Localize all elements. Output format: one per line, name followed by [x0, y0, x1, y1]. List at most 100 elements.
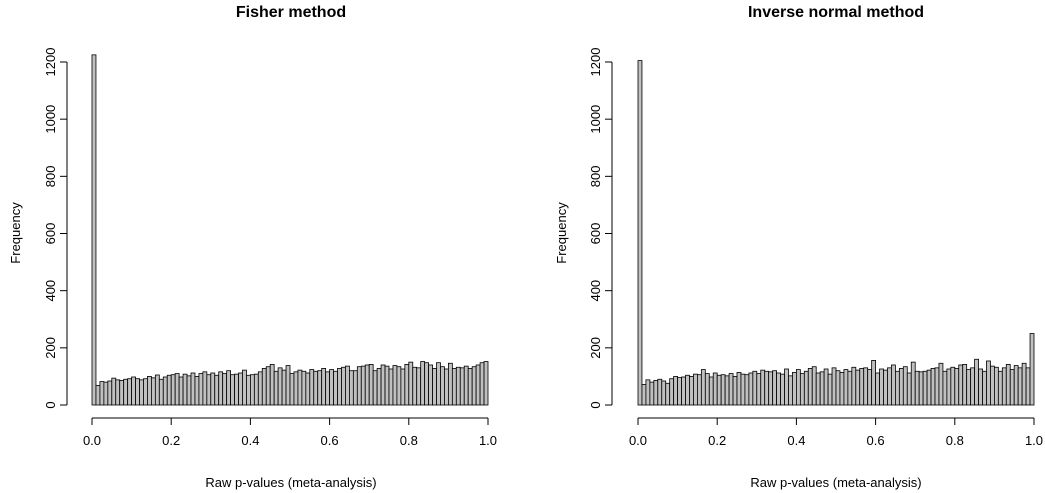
y-tick-label: 0	[43, 401, 58, 408]
histogram-bar	[463, 365, 469, 406]
histogram-bar	[649, 381, 655, 406]
histogram-bar	[317, 370, 323, 406]
plot-title: Fisher method	[236, 4, 346, 21]
histogram-bar	[364, 364, 370, 406]
histogram-bar	[404, 364, 410, 406]
histogram-bar	[732, 376, 738, 406]
y-tick-label: 200	[588, 337, 603, 359]
histogram-bar	[289, 373, 295, 406]
y-tick-label: 600	[43, 223, 58, 245]
histogram-bar	[281, 369, 287, 406]
histogram-bar	[226, 370, 231, 406]
histogram-bar	[329, 369, 334, 406]
y-tick-label: 1200	[588, 48, 603, 77]
fisher-panel: Fisher method Raw p-values (meta-analysi…	[8, 4, 497, 490]
histogram-bar	[938, 362, 944, 406]
histogram-bar	[700, 369, 706, 406]
x-tick-label: 0.8	[946, 433, 964, 448]
histogram-bar	[249, 374, 255, 406]
histogram-bar	[297, 369, 303, 406]
histogram-bar	[962, 364, 968, 406]
histogram-bar	[186, 375, 192, 406]
histogram-bar	[859, 368, 865, 406]
histogram-bar	[764, 370, 770, 406]
histogram-bar	[681, 376, 686, 406]
histogram-bar	[891, 364, 896, 406]
histogram-bar	[392, 365, 398, 406]
histogram-bar	[922, 370, 928, 406]
histogram-bar	[879, 368, 884, 406]
x-tick-label: 0.4	[241, 433, 259, 448]
histogram-bar	[305, 372, 311, 406]
histogram-bar	[1005, 364, 1011, 406]
histogram-bar	[970, 367, 976, 406]
histogram-bar	[352, 370, 358, 406]
x-tick-label: 1.0	[1025, 433, 1043, 448]
histogram-bars	[637, 60, 1035, 406]
histogram-bar	[902, 366, 908, 406]
histogram-bar	[637, 60, 643, 406]
histogram-bar	[388, 368, 394, 406]
histogram-bar	[119, 380, 125, 406]
histogram-bar	[827, 373, 833, 406]
histogram-bar	[673, 376, 679, 406]
histogram-bar	[986, 360, 991, 406]
histogram-bar	[918, 371, 924, 406]
y-axis-label: Frequency	[8, 202, 23, 264]
histogram-bar	[760, 369, 766, 406]
x-tick-label: 0.0	[629, 433, 647, 448]
histogram-bar	[341, 366, 346, 406]
histogram-bar	[428, 364, 433, 406]
y-tick-label: 800	[588, 165, 603, 187]
x-tick-label: 0.6	[867, 433, 885, 448]
histogram-bar	[313, 370, 319, 406]
histogram-bar	[752, 370, 758, 406]
histogram-bar	[368, 364, 374, 406]
histogram-bar	[107, 380, 113, 406]
histogram-bar	[930, 368, 936, 406]
histogram-bar	[792, 372, 797, 406]
x-tick-label: 1.0	[479, 433, 497, 448]
histogram-bar	[1021, 362, 1027, 406]
x-axis-label: Raw p-values (meta-analysis)	[750, 475, 921, 490]
histogram-bar	[914, 370, 920, 406]
histogram-bar	[645, 379, 651, 406]
histogram-bar	[455, 366, 461, 406]
histogram-bar	[756, 373, 762, 406]
histogram-bar	[154, 374, 160, 406]
histogram-bars	[91, 54, 489, 406]
inverse-normal-panel: Inverse normal method Raw p-values (meta…	[554, 4, 1043, 490]
x-tick-label: 0.2	[162, 433, 180, 448]
histogram-bar	[823, 368, 829, 406]
histogram-bar	[384, 365, 390, 406]
histogram-bar	[202, 371, 208, 406]
histogram-bar	[815, 372, 821, 406]
histogram-bar	[1001, 367, 1007, 406]
histogram-bar	[190, 372, 196, 406]
histogram-bar	[261, 368, 267, 406]
histogram-bar	[665, 382, 671, 406]
histogram-bar	[926, 369, 932, 406]
histogram-bar	[111, 377, 117, 406]
histogram-bar	[1029, 333, 1035, 406]
x-tick-label: 0.0	[83, 433, 101, 448]
histogram-bar	[242, 369, 247, 406]
histogram-bar	[875, 372, 880, 406]
histogram-bar	[174, 373, 180, 406]
histogram-bar	[780, 373, 785, 406]
histogram-bar	[843, 369, 849, 406]
histogram-bar	[1017, 367, 1023, 406]
histogram-bar	[748, 372, 754, 406]
histogram-bar	[946, 368, 952, 406]
y-tick-label: 0	[588, 401, 603, 408]
x-tick-label: 0.4	[787, 433, 805, 448]
histogram-bar	[416, 367, 422, 406]
histogram-bar	[178, 376, 184, 406]
histogram-bar	[447, 362, 453, 406]
histogram-bar	[95, 385, 101, 406]
histogram-bar	[740, 373, 746, 406]
histogram-bar	[724, 375, 730, 406]
histogram-bar	[685, 374, 690, 406]
histogram-bar	[372, 370, 378, 406]
